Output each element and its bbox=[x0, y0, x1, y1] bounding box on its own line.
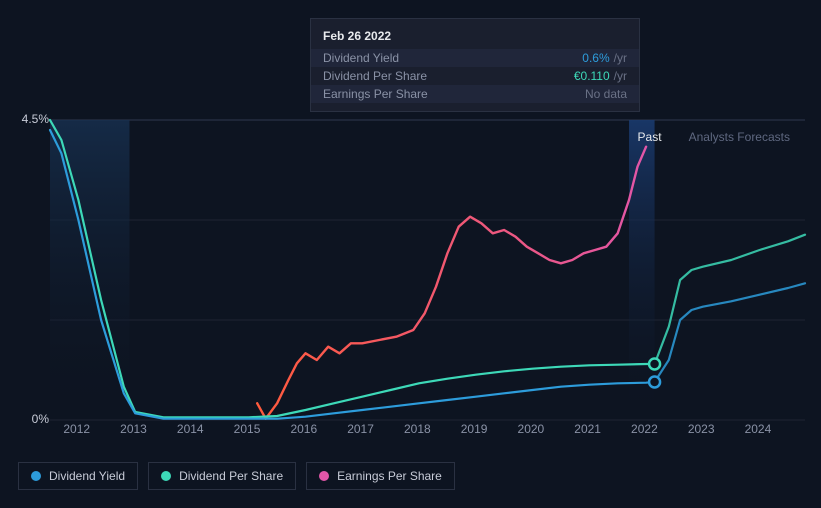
x-axis-tick: 2024 bbox=[745, 422, 772, 436]
y-axis-label: 0% bbox=[9, 412, 49, 426]
x-axis-tick: 2022 bbox=[631, 422, 658, 436]
x-axis-tick: 2020 bbox=[518, 422, 545, 436]
x-axis-tick: 2021 bbox=[574, 422, 601, 436]
x-axis-tick: 2019 bbox=[461, 422, 488, 436]
tooltip-row-label: Dividend Yield bbox=[323, 51, 399, 65]
legend-dot-icon bbox=[319, 471, 329, 481]
x-axis-tick: 2018 bbox=[404, 422, 431, 436]
tooltip-row-label: Earnings Per Share bbox=[323, 87, 428, 101]
series-dividend-per-share-forecast bbox=[655, 235, 805, 364]
chart-section-label: Past bbox=[638, 130, 662, 144]
x-axis-tick: 2016 bbox=[290, 422, 317, 436]
series-dividend-yield bbox=[50, 130, 655, 419]
tooltip-row-value: No data bbox=[585, 87, 627, 101]
legend-dot-icon bbox=[31, 471, 41, 481]
series-dividend-per-share bbox=[50, 120, 655, 417]
y-axis-label: 4.5% bbox=[9, 112, 49, 126]
legend-item[interactable]: Dividend Per Share bbox=[148, 462, 296, 490]
tooltip-row-value: 0.6%/yr bbox=[582, 51, 627, 65]
x-axis-tick: 2014 bbox=[177, 422, 204, 436]
chart-tooltip: Feb 26 2022 Dividend Yield0.6%/yrDividen… bbox=[310, 18, 640, 112]
tooltip-row-label: Dividend Per Share bbox=[323, 69, 427, 83]
x-axis-tick: 2015 bbox=[234, 422, 261, 436]
chart-section-label: Analysts Forecasts bbox=[689, 130, 790, 144]
x-axis-labels: 2012 2013 2014 2015 2016 2017 2018 2019 2020 2021… bbox=[50, 422, 806, 438]
series-marker bbox=[649, 377, 660, 388]
tooltip-row: Dividend Per Share €0.110/yr bbox=[311, 67, 639, 85]
tooltip-row: Dividend Yield 0.6%/yr bbox=[311, 49, 639, 67]
tooltip-date: Feb 26 2022 bbox=[311, 27, 639, 49]
legend-dot-icon bbox=[161, 471, 171, 481]
legend-label: Dividend Per Share bbox=[179, 469, 283, 483]
tooltip-row: Earnings Per Share No data bbox=[311, 85, 639, 103]
x-axis-tick: 2012 bbox=[63, 422, 90, 436]
legend-item[interactable]: Dividend Yield bbox=[18, 462, 138, 490]
x-axis-tick: 2017 bbox=[347, 422, 374, 436]
legend-item[interactable]: Earnings Per Share bbox=[306, 462, 455, 490]
legend-label: Dividend Yield bbox=[49, 469, 125, 483]
series-dividend-yield-forecast bbox=[655, 283, 805, 382]
x-axis-tick: 2013 bbox=[120, 422, 147, 436]
series-marker bbox=[649, 359, 660, 370]
x-axis-tick: 2023 bbox=[688, 422, 715, 436]
chart-legend: Dividend Yield Dividend Per Share Earnings… bbox=[18, 462, 455, 490]
legend-label: Earnings Per Share bbox=[337, 469, 442, 483]
tooltip-row-value: €0.110/yr bbox=[574, 69, 627, 83]
